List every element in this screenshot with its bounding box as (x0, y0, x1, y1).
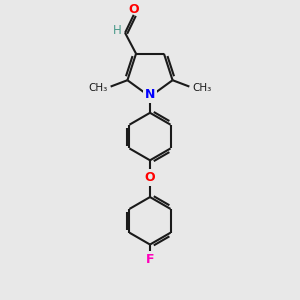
Text: CH₃: CH₃ (193, 83, 212, 93)
Text: H: H (112, 24, 121, 37)
Text: F: F (146, 254, 154, 266)
Text: CH₃: CH₃ (88, 83, 107, 93)
Text: N: N (145, 88, 155, 101)
Text: O: O (145, 171, 155, 184)
Text: O: O (128, 3, 139, 16)
